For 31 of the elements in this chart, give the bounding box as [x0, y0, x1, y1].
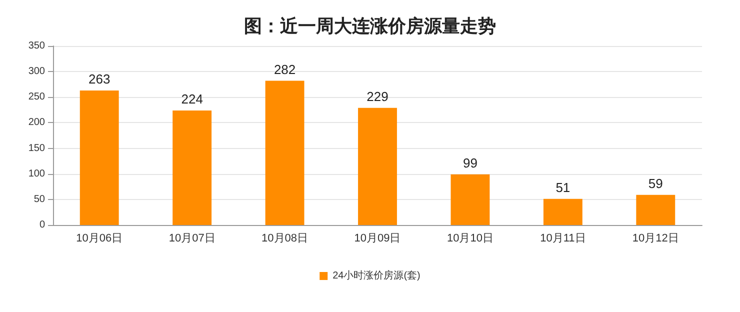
- x-tick-label: 10月11日: [540, 232, 586, 244]
- y-tick-label: 300: [28, 66, 46, 78]
- data-label: 99: [462, 155, 478, 170]
- y-tick-label: 350: [28, 40, 46, 52]
- x-tick-label: 10月06日: [76, 232, 123, 244]
- legend-label: 24小时涨价房源(套): [332, 270, 420, 282]
- bar: [543, 198, 582, 225]
- data-label: 229: [366, 88, 388, 104]
- bar: [80, 90, 119, 225]
- data-label: 282: [274, 62, 296, 77]
- x-tick-label: 10月07日: [168, 232, 216, 244]
- y-tick-label: 100: [28, 168, 46, 180]
- x-tick-label: 10月09日: [354, 232, 401, 244]
- bar: [358, 108, 397, 225]
- x-tick-label: 10月12日: [632, 232, 679, 244]
- bar: [172, 110, 212, 225]
- data-label: 59: [648, 176, 663, 191]
- y-tick-label: 150: [28, 142, 46, 154]
- x-tick-label: 10月10日: [446, 232, 494, 244]
- y-tick-label: 250: [28, 92, 46, 103]
- data-label: 224: [181, 91, 203, 106]
- y-tick-label: 50: [34, 194, 46, 205]
- bar: [636, 194, 676, 225]
- chart-title: 图：近一周大连涨价房源量走势: [244, 16, 496, 36]
- bar: [450, 174, 490, 225]
- y-tick-label: 0: [39, 220, 46, 230]
- bar: [265, 80, 304, 225]
- y-tick-label: 200: [28, 117, 46, 128]
- data-label: 263: [88, 71, 110, 86]
- x-tick-label: 10月08日: [262, 232, 308, 244]
- data-label: 51: [556, 180, 570, 195]
